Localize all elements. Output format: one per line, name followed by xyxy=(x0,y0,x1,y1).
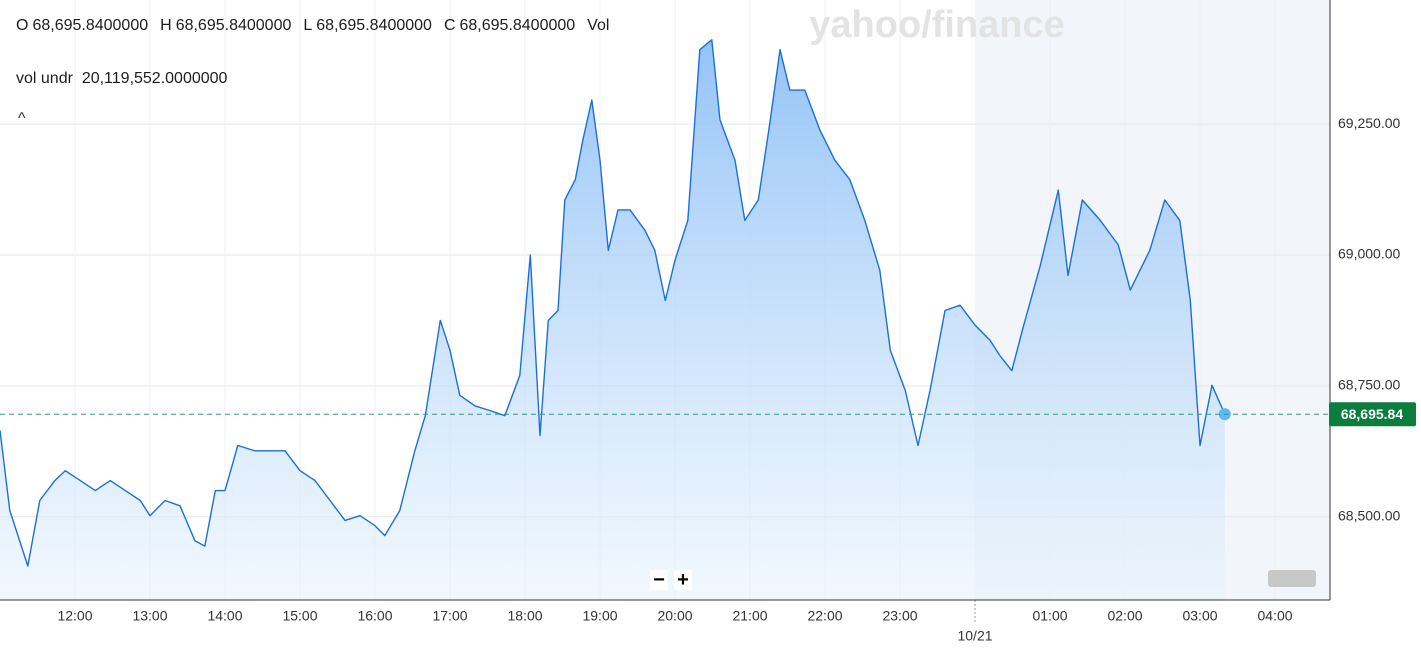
ohlc-item: Vol xyxy=(587,17,613,34)
x-tick-label: 10/21 xyxy=(957,628,992,644)
ohlc-value: 68,695.8400000 xyxy=(316,17,432,34)
ohlc-label: H xyxy=(160,17,172,34)
ohlc-value: 68,695.8400000 xyxy=(459,17,576,34)
ohlc-item: O 68,695.8400000 xyxy=(16,17,148,34)
ohlc-label: Vol xyxy=(587,17,610,34)
x-tick-label: 21:00 xyxy=(732,608,767,624)
volume-readout: vol undr 20,119,552.0000000 xyxy=(16,70,227,88)
volume-value: 20,119,552.0000000 xyxy=(81,70,228,87)
y-tick-label: 69,250.00 xyxy=(1338,115,1400,131)
y-tick-label: 69,000.00 xyxy=(1338,246,1400,262)
x-tick-label: 22:00 xyxy=(807,608,842,624)
ohlc-readout: O 68,695.8400000 H 68,695.8400000 L 68,695.84… xyxy=(16,17,625,35)
watermark: yahoo/finance xyxy=(809,4,1065,46)
x-tick-label: 16:00 xyxy=(357,608,392,624)
collapse-button[interactable]: ^ xyxy=(18,110,26,127)
ohlc-label: L xyxy=(303,17,313,34)
x-tick-label: 13:00 xyxy=(132,608,167,624)
zoom-in-button[interactable]: + xyxy=(674,570,692,590)
x-tick-label: 23:00 xyxy=(882,608,917,624)
ohlc-item: L 68,695.8400000 xyxy=(303,17,432,34)
x-tick-label: 20:00 xyxy=(657,608,692,624)
price-line xyxy=(0,39,1226,567)
ohlc-label: O xyxy=(16,17,29,34)
price-area xyxy=(0,39,1225,601)
x-tick-label: 12:00 xyxy=(57,608,92,624)
zoom-out-button[interactable]: − xyxy=(650,570,668,590)
x-tick-label: 04:00 xyxy=(1258,608,1293,624)
ohlc-item: H 68,695.8400000 xyxy=(160,17,291,34)
x-tick-label: 18:00 xyxy=(507,608,542,624)
x-tick-label: 01:00 xyxy=(1032,608,1067,624)
x-tick-label: 17:00 xyxy=(432,608,467,624)
ohlc-value: 68,695.8400000 xyxy=(32,17,149,34)
y-tick-label: 68,750.00 xyxy=(1338,377,1400,393)
x-tick-label: 14:00 xyxy=(207,608,242,624)
y-tick-label: 68,500.00 xyxy=(1338,507,1400,523)
volume-label: vol undr xyxy=(16,70,73,87)
x-tick-label: 19:00 xyxy=(582,608,617,624)
ohlc-label: C xyxy=(443,17,456,34)
x-tick-label: 02:00 xyxy=(1107,608,1142,624)
ohlc-item: C 68,695.8400000 xyxy=(444,17,575,34)
x-tick-label: 03:00 xyxy=(1182,608,1217,624)
last-price-tag xyxy=(1329,402,1416,427)
last-price-label: 68,695.84 xyxy=(1341,406,1403,422)
x-tick-label: 15:00 xyxy=(282,608,317,624)
scrollbar[interactable] xyxy=(1268,570,1316,587)
ohlc-value: 68,695.8400000 xyxy=(175,17,292,34)
